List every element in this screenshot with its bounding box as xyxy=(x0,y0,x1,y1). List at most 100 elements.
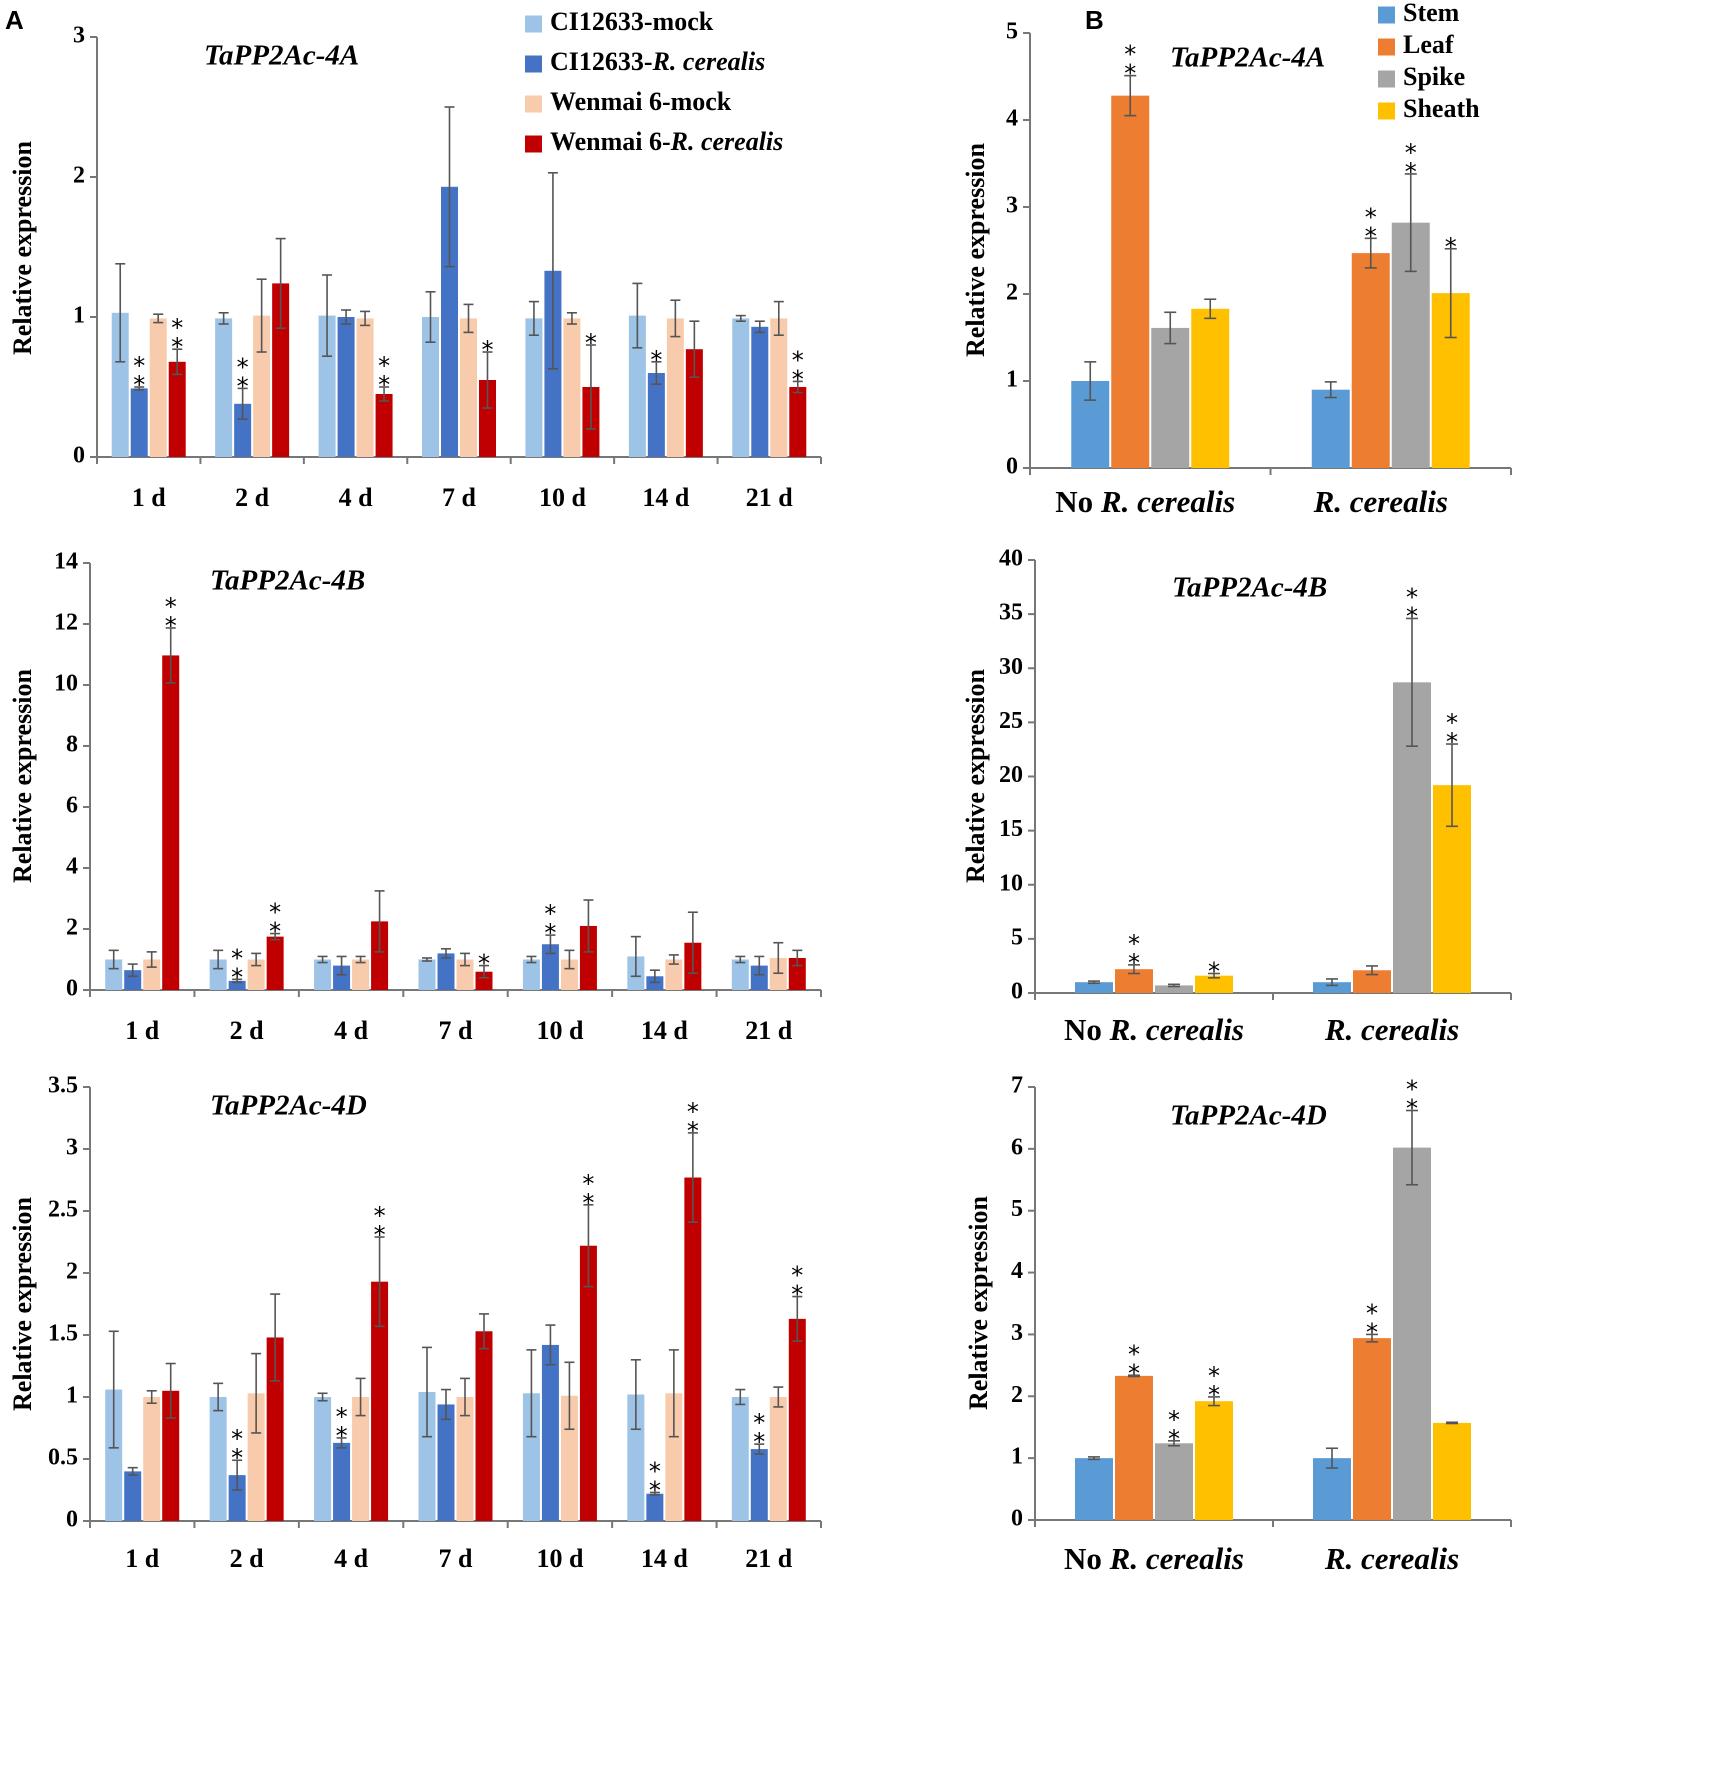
bar-ci12633-mock-2-d xyxy=(209,1397,227,1521)
bar-ci12633-r-cerealis-4-d xyxy=(333,965,351,990)
x-category-label: 2 d xyxy=(235,483,270,512)
bar-wenmai-6-mock-1-d xyxy=(143,1397,161,1521)
y-tick-label: 0.5 xyxy=(48,1445,78,1471)
bar-wenmai-6-r-cerealis-4-d xyxy=(371,921,389,990)
bar-spike-no-r-cerealis xyxy=(1155,1443,1193,1520)
bar-stem-no-r-cerealis xyxy=(1075,982,1113,993)
chart-title: TaPP2Ac-4B xyxy=(210,565,365,597)
significance-mark: * * xyxy=(582,1170,594,1217)
bar-wenmai-6-mock-7-d xyxy=(456,1397,474,1521)
y-tick-label: 0 xyxy=(1011,1506,1023,1532)
y-tick-label: 2.5 xyxy=(48,1197,78,1223)
x-category-label: No R. cerealis xyxy=(1064,1541,1244,1576)
y-tick-label: 2 xyxy=(1011,1382,1023,1408)
bar-ci12633-mock-7-d xyxy=(418,959,436,990)
bar-ci12633-mock-21-d xyxy=(731,1397,749,1521)
significance-mark: * * xyxy=(171,314,183,361)
significance-mark: * * xyxy=(792,346,804,393)
y-tick-label: 15 xyxy=(999,816,1023,842)
bar-ci12633-mock-10-d xyxy=(522,1393,540,1521)
x-category-label: 4 d xyxy=(334,1544,369,1573)
y-tick-label: 1 xyxy=(66,1383,78,1409)
bar-ci12633-mock-7-d xyxy=(418,1392,436,1521)
y-tick-label: 1 xyxy=(73,303,85,329)
bar-sheath-no-r-cerealis xyxy=(1191,308,1230,468)
bar-spike-r-cerealis xyxy=(1393,1147,1431,1520)
x-category-label: 14 d xyxy=(641,1016,689,1045)
x-category-label: 7 d xyxy=(442,483,477,512)
bar-ci12633-r-cerealis-21-d xyxy=(750,1449,768,1521)
legend-swatch xyxy=(1378,38,1395,56)
bar-leaf-no-r-cerealis xyxy=(1111,95,1150,468)
bar-ci12633-mock-7-d xyxy=(422,317,439,457)
bar-ci12633-r-cerealis-1-d xyxy=(130,388,148,457)
bar-ci12633-mock-14-d xyxy=(628,315,646,457)
y-tick-label: 25 xyxy=(999,708,1023,734)
bar-leaf-no-r-cerealis xyxy=(1115,969,1153,993)
significance-mark: * xyxy=(1445,233,1457,261)
legend-swatch xyxy=(525,135,542,153)
y-tick-label: 30 xyxy=(999,654,1023,680)
y-tick-label: 2 xyxy=(66,915,78,941)
significance-mark: * * xyxy=(269,899,281,946)
significance-mark: * * xyxy=(1406,583,1418,630)
legend-label: CI12633-R. cerealis xyxy=(550,47,765,76)
x-category-label: 21 d xyxy=(745,1016,793,1045)
x-category-label: 10 d xyxy=(536,1016,584,1045)
bar-ci12633-r-cerealis-21-d xyxy=(751,326,769,457)
x-category-label: 1 d xyxy=(125,1544,160,1573)
significance-mark: * * xyxy=(231,944,243,991)
bar-ci12633-r-cerealis-10-d xyxy=(541,944,559,990)
bar-wenmai-6-r-cerealis-2-d xyxy=(272,283,290,457)
legend-label: Wenmai 6-R. cerealis xyxy=(550,127,783,156)
y-tick-label: 2 xyxy=(66,1259,78,1285)
bar-wenmai-6-mock-7-d xyxy=(456,959,474,990)
y-tick-label: 3 xyxy=(73,23,85,49)
bar-ci12633-r-cerealis-4-d xyxy=(333,1442,351,1521)
bar-ci12633-mock-1-d xyxy=(105,959,123,990)
x-category-label: 4 d xyxy=(334,1016,369,1045)
significance-mark: * xyxy=(1208,958,1220,986)
bar-ci12633-mock-21-d xyxy=(732,318,750,457)
y-tick-label: 0 xyxy=(66,976,78,1002)
significance-mark: * * xyxy=(1128,930,1140,977)
bar-wenmai-6-r-cerealis-7-d xyxy=(475,971,493,990)
significance-mark: * * xyxy=(378,352,390,399)
y-tick-label: 7 xyxy=(1011,1073,1023,1099)
x-category-label: No R. cerealis xyxy=(1064,1012,1244,1047)
chart-title: TaPP2Ac-4B xyxy=(1172,572,1327,604)
significance-mark: * * xyxy=(1446,709,1458,756)
bar-ci12633-r-cerealis-2-d xyxy=(228,980,246,990)
bar-wenmai-6-mock-14-d xyxy=(665,959,683,990)
bar-ci12633-mock-4-d xyxy=(318,315,336,457)
significance-mark: * * xyxy=(1406,1076,1418,1123)
significance-mark: * * xyxy=(231,1425,243,1472)
y-axis-label: Relative expression xyxy=(8,140,37,355)
bar-wenmai-6-mock-14-d xyxy=(665,1393,683,1521)
y-tick-label: 3.5 xyxy=(48,1073,78,1099)
significance-mark: * * xyxy=(1128,1340,1140,1387)
bar-ci12633-mock-4-d xyxy=(314,1397,332,1521)
bar-wenmai-6-r-cerealis-1-d xyxy=(162,655,180,990)
legend-swatch xyxy=(1378,70,1395,88)
y-tick-label: 2 xyxy=(73,163,85,189)
bar-wenmai-6-r-cerealis-21-d xyxy=(789,387,807,457)
bar-ci12633-mock-2-d xyxy=(215,318,233,457)
x-category-label: 2 d xyxy=(230,1544,265,1573)
bar-wenmai-6-mock-2-d xyxy=(247,1393,265,1521)
bar-wenmai-6-mock-21-d xyxy=(769,1397,787,1521)
bar-sheath-r-cerealis xyxy=(1433,1422,1471,1520)
y-tick-label: 4 xyxy=(1006,106,1018,132)
y-tick-label: 0 xyxy=(1006,454,1018,480)
legend-swatch xyxy=(525,95,542,113)
y-tick-label: 5 xyxy=(1011,1196,1023,1222)
y-tick-label: 4 xyxy=(66,854,78,880)
significance-mark: * xyxy=(585,329,597,357)
legend-swatch xyxy=(525,15,542,33)
bar-spike-no-r-cerealis xyxy=(1155,985,1193,993)
bar-ci12633-mock-1-d xyxy=(105,1389,123,1521)
y-tick-label: 1.5 xyxy=(48,1321,78,1347)
x-category-label: 4 d xyxy=(339,483,374,512)
x-category-label: 7 d xyxy=(439,1016,474,1045)
